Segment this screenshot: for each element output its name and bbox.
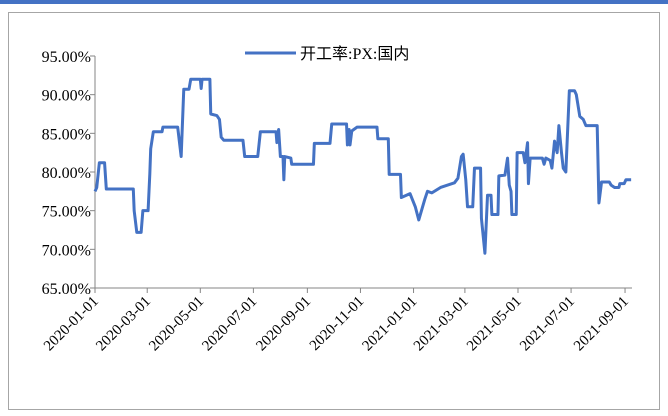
data-line — [93, 77, 632, 255]
top-bar — [0, 0, 668, 4]
y-tick-label: 85.00% — [42, 126, 91, 143]
y-tick-label: 75.00% — [42, 204, 91, 221]
legend-label: 开工率:PX:国内 — [300, 45, 409, 63]
y-tick-label: 95.00% — [42, 49, 91, 66]
y-tick-label: 65.00% — [42, 281, 91, 298]
chart-frame — [8, 12, 660, 410]
y-tick-label: 70.00% — [42, 242, 91, 259]
y-tick-label: 80.00% — [42, 165, 91, 182]
y-tick-label: 90.00% — [42, 88, 91, 105]
